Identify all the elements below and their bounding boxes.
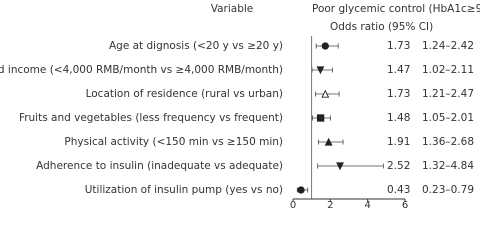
row-label: Age at dignosis (<20 y vs ≥20 y): [109, 40, 283, 52]
x-tick-label: 2: [327, 200, 333, 210]
x-tick-label: 6: [402, 200, 408, 210]
odds-ratio-label: 1.47: [387, 64, 410, 76]
ci-label: 1.24–2.42: [422, 40, 474, 52]
ci-label: 1.21–2.47: [422, 88, 474, 100]
ci-label: 0.23–0.79: [422, 184, 474, 196]
point: [321, 89, 330, 98]
ci-label: 1.02–2.11: [422, 64, 474, 76]
odds-ratio-label: 1.73: [387, 40, 410, 52]
row-label: Utilization of insulin pump (yes vs no): [85, 184, 283, 196]
point: [297, 186, 305, 194]
odds-ratio-label: 1.73: [387, 88, 410, 100]
x-tick-label: 0: [290, 200, 296, 210]
chart-subtitle: Odds ratio (95% CI): [330, 21, 433, 33]
point: [316, 114, 325, 122]
point: [336, 162, 344, 171]
ci-label: 1.05–2.01: [422, 112, 474, 124]
odds-ratio-label: 1.91: [387, 136, 410, 148]
row-label: Physical activity (<150 min vs ≥150 min): [64, 136, 283, 148]
chart: Variable Poor glycemic control (HbA1c≥9%…: [0, 3, 480, 210]
row-label: Location of residence (rural vs urban): [86, 88, 283, 100]
point: [316, 66, 325, 75]
ci-label: 1.32–4.84: [422, 160, 474, 172]
odds-ratio-label: 1.48: [387, 112, 410, 124]
odds-ratio-label: 0.43: [387, 184, 410, 196]
ci-label: 1.36–2.68: [422, 136, 474, 148]
row-label: Household income (<4,000 RMB/month vs ≥4…: [0, 64, 283, 76]
point: [324, 137, 333, 146]
row-label: Adherence to insulin (inadequate vs adeq…: [36, 160, 283, 172]
point: [321, 42, 329, 50]
row-label: Fruits and vegetables (less frequency vs…: [19, 112, 283, 124]
header-variable: Variable: [211, 3, 254, 15]
chart-title: Poor glycemic control (HbA1c≥9%): [312, 3, 480, 15]
x-tick-label: 4: [364, 200, 370, 210]
odds-ratio-label: 2.52: [387, 160, 410, 172]
